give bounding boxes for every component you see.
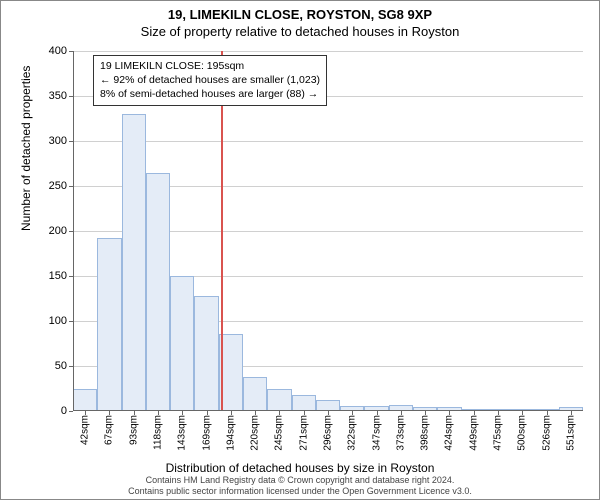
- ytick-label: 100: [49, 315, 67, 327]
- xtick-label: 424sqm: [444, 415, 455, 451]
- footer-line-1: Contains HM Land Registry data © Crown c…: [1, 475, 599, 486]
- page-title: 19, LIMEKILN CLOSE, ROYSTON, SG8 9XP: [1, 1, 599, 22]
- xtick-label: 143sqm: [177, 415, 188, 451]
- y-axis-line: [73, 51, 74, 411]
- x-axis-line: [73, 410, 583, 411]
- histogram-bar: [97, 238, 121, 411]
- histogram-bar: [292, 395, 316, 411]
- ytick-label: 350: [49, 90, 67, 102]
- xtick-label: 220sqm: [250, 415, 261, 451]
- histogram-bar: [194, 296, 218, 411]
- histogram-bar: [243, 377, 267, 411]
- ytick-label: 0: [61, 405, 67, 417]
- xtick-label: 526sqm: [541, 415, 552, 451]
- ytick-label: 50: [55, 360, 67, 372]
- chart-plot-area: 05010015020025030035040042sqm67sqm93sqm1…: [73, 51, 583, 411]
- ytick-mark: [69, 411, 73, 412]
- footer-attribution: Contains HM Land Registry data © Crown c…: [1, 475, 599, 497]
- y-axis-label: Number of detached properties: [19, 66, 33, 231]
- x-axis-label: Distribution of detached houses by size …: [1, 461, 599, 475]
- xtick-label: 296sqm: [323, 415, 334, 451]
- info-line-2: ← 92% of detached houses are smaller (1,…: [100, 73, 320, 87]
- xtick-label: 245sqm: [274, 415, 285, 451]
- histogram-bar: [73, 389, 97, 412]
- xtick-label: 373sqm: [395, 415, 406, 451]
- ytick-label: 250: [49, 180, 67, 192]
- xtick-label: 475sqm: [493, 415, 504, 451]
- xtick-label: 42sqm: [80, 415, 91, 445]
- gridline: [73, 51, 583, 52]
- xtick-label: 347sqm: [371, 415, 382, 451]
- xtick-label: 449sqm: [468, 415, 479, 451]
- info-box: 19 LIMEKILN CLOSE: 195sqm ← 92% of detac…: [93, 55, 327, 106]
- ytick-label: 300: [49, 135, 67, 147]
- xtick-label: 67sqm: [104, 415, 115, 445]
- xtick-label: 169sqm: [201, 415, 212, 451]
- xtick-label: 271sqm: [298, 415, 309, 451]
- xtick-label: 322sqm: [347, 415, 358, 451]
- histogram-bar: [170, 276, 194, 411]
- ytick-label: 200: [49, 225, 67, 237]
- histogram-bar: [146, 173, 170, 412]
- xtick-label: 500sqm: [517, 415, 528, 451]
- xtick-label: 194sqm: [225, 415, 236, 451]
- xtick-label: 398sqm: [420, 415, 431, 451]
- xtick-label: 118sqm: [153, 415, 164, 450]
- xtick-label: 93sqm: [128, 415, 139, 445]
- ytick-label: 150: [49, 270, 67, 282]
- histogram-bar: [122, 114, 146, 411]
- ytick-label: 400: [49, 45, 67, 57]
- info-line-3: 8% of semi-detached houses are larger (8…: [100, 87, 320, 101]
- histogram-bar: [267, 389, 291, 412]
- info-line-1: 19 LIMEKILN CLOSE: 195sqm: [100, 59, 320, 73]
- gridline: [73, 141, 583, 142]
- page-subtitle: Size of property relative to detached ho…: [1, 22, 599, 39]
- xtick-label: 551sqm: [565, 415, 576, 451]
- footer-line-2: Contains public sector information licen…: [1, 486, 599, 497]
